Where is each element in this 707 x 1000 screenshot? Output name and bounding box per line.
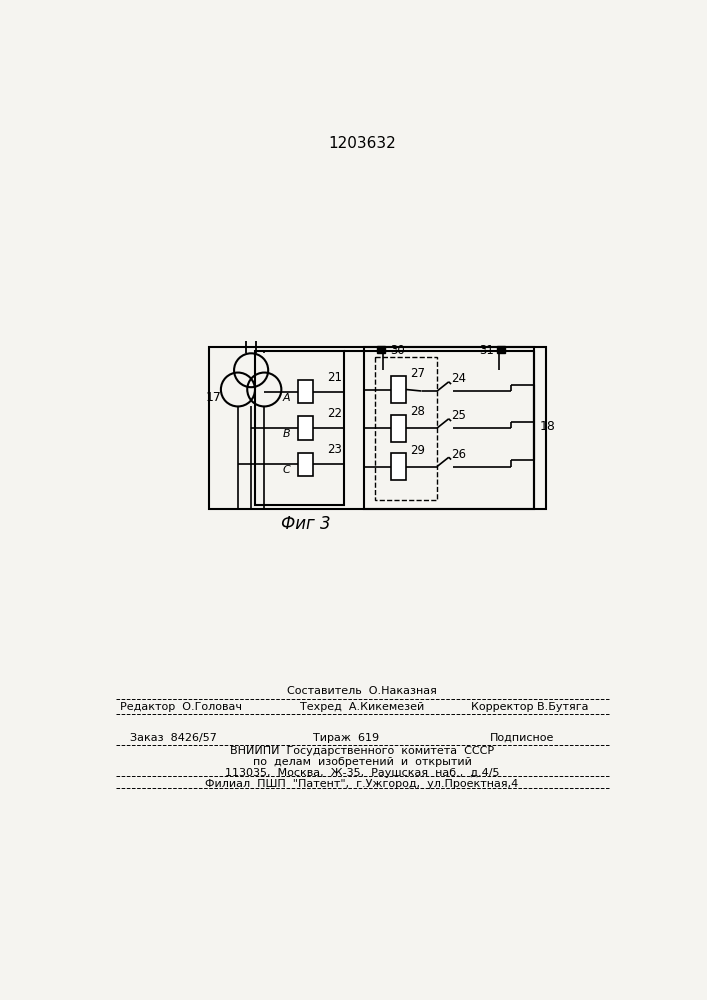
Bar (391, 415, 406, 442)
Bar (298, 380, 313, 403)
Text: 23: 23 (327, 443, 342, 456)
Bar (375, 357, 437, 500)
Bar (363, 347, 534, 509)
Text: 27: 27 (410, 367, 425, 380)
Text: по  делам  изобретений  и  открытий: по делам изобретений и открытий (252, 757, 472, 767)
Bar (255, 351, 344, 505)
Text: B: B (282, 429, 290, 439)
Text: 1203632: 1203632 (328, 136, 396, 151)
Bar (391, 376, 406, 403)
Text: 21: 21 (327, 371, 342, 384)
Text: 25: 25 (451, 409, 466, 422)
Bar (298, 453, 313, 476)
Text: 22: 22 (327, 407, 342, 420)
Text: Составитель  О.Наказная: Составитель О.Наказная (287, 686, 437, 696)
Text: Филиал  ПШП  "Патент",  г.Ужгород,  ул.Проектная,4: Филиал ПШП "Патент", г.Ужгород, ул.Проек… (205, 779, 518, 789)
Text: 18: 18 (539, 420, 555, 433)
Text: 17: 17 (206, 391, 222, 404)
Text: 26: 26 (451, 448, 466, 461)
Text: 29: 29 (410, 444, 425, 457)
Bar (298, 416, 313, 440)
Text: A: A (282, 393, 290, 403)
Text: 28: 28 (410, 405, 425, 418)
Text: 113035,  Москва,  Ж-35,  Раушская  наб.,  д.4/5: 113035, Москва, Ж-35, Раушская наб., д.4… (225, 768, 499, 778)
Text: C: C (282, 465, 290, 475)
Bar (497, 346, 505, 353)
Text: Фиг 3: Фиг 3 (281, 515, 330, 533)
Bar (209, 347, 546, 509)
Text: Заказ  8426/57: Заказ 8426/57 (130, 733, 217, 743)
Text: Тираж  619: Тираж 619 (313, 733, 380, 743)
Text: 24: 24 (451, 372, 466, 385)
Text: Подписное: Подписное (490, 733, 554, 743)
Bar (378, 346, 385, 353)
Text: Корректор В.Бутяга: Корректор В.Бутяга (472, 702, 589, 712)
Text: Техред  А.Кикемезей: Техред А.Кикемезей (300, 702, 424, 712)
Text: Редактор  О.Головач: Редактор О.Головач (120, 702, 243, 712)
Bar (391, 453, 406, 480)
Text: 30: 30 (391, 344, 405, 357)
Text: ВНИИПИ  Государственного  комитета  СССР: ВНИИПИ Государственного комитета СССР (230, 746, 494, 756)
Text: 31: 31 (479, 344, 493, 357)
